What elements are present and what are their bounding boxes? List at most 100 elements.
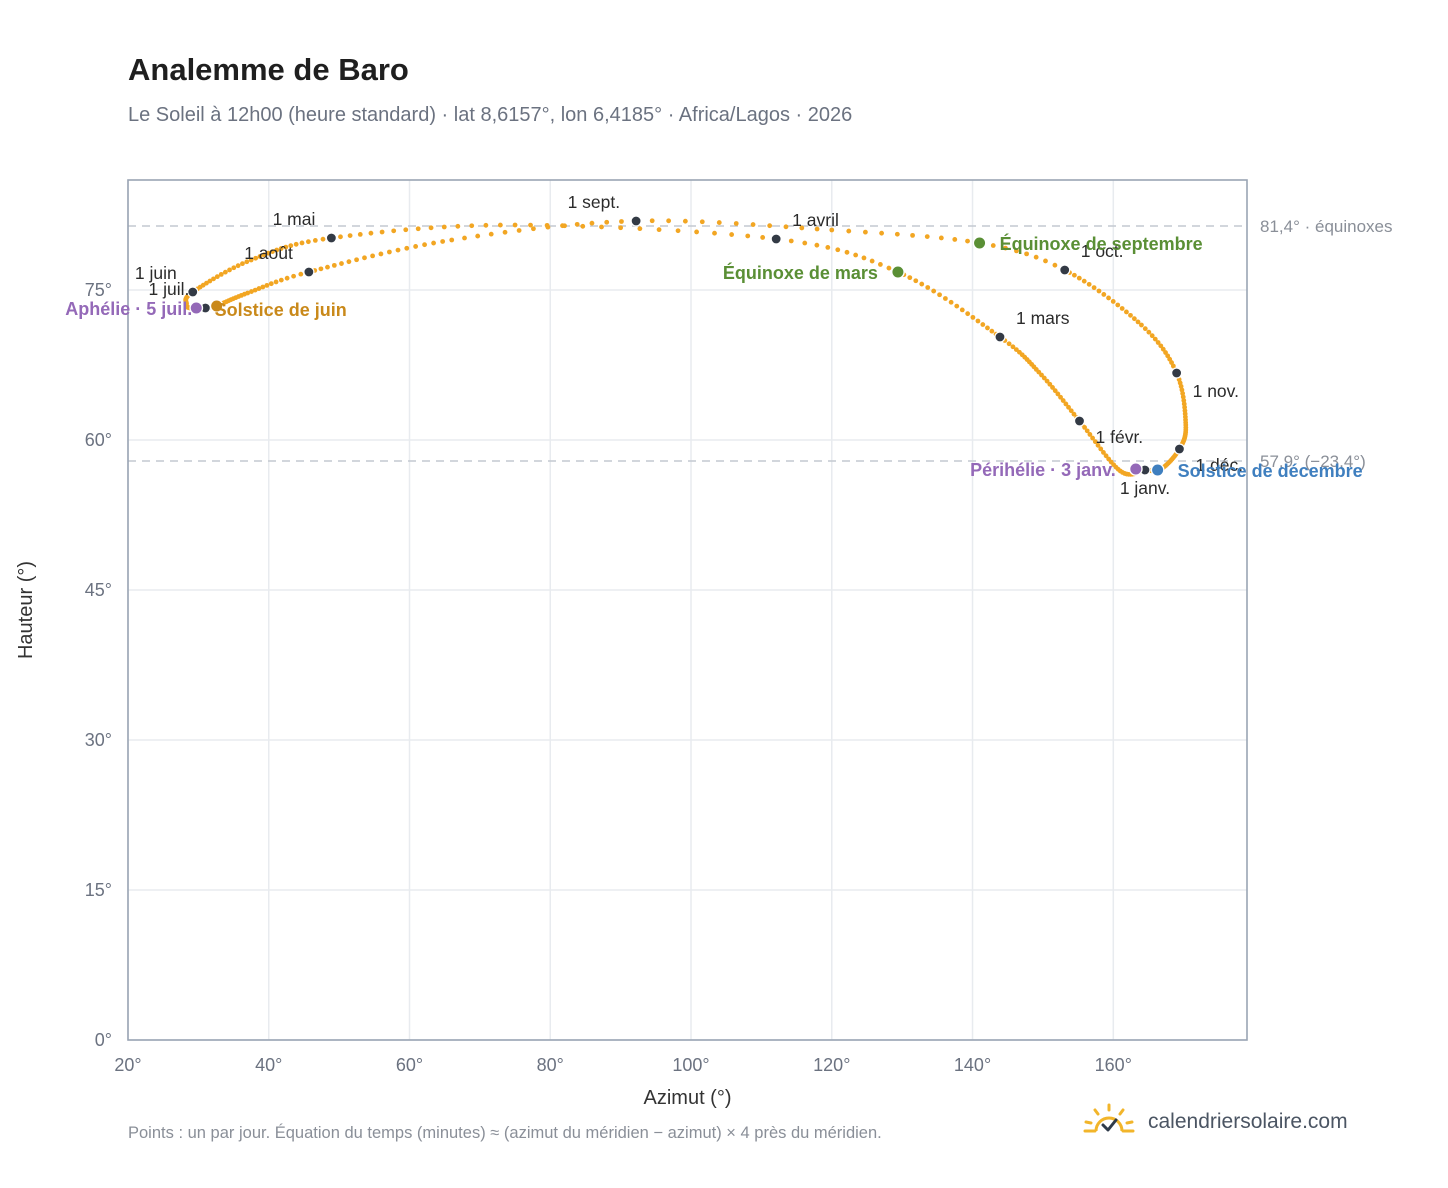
day-point — [745, 233, 751, 239]
day-point — [288, 243, 294, 249]
day-point — [1180, 391, 1186, 396]
day-point — [1101, 450, 1106, 455]
day-point — [1047, 381, 1053, 387]
y-tick-label: 45° — [85, 580, 112, 600]
month-label: 1 déc. — [1195, 455, 1243, 475]
day-point — [1098, 446, 1104, 452]
day-point — [270, 249, 275, 254]
day-point — [1071, 411, 1077, 417]
day-point — [619, 219, 624, 224]
event-label: Périhélie · 3 janv. — [970, 460, 1116, 480]
day-point — [357, 231, 363, 237]
day-point — [256, 286, 262, 291]
month-marker — [630, 215, 642, 227]
day-point — [370, 253, 376, 259]
day-point — [299, 240, 305, 246]
month-marker — [187, 286, 199, 298]
month-label: 1 sept. — [568, 192, 621, 212]
day-point — [354, 257, 359, 263]
month-marker — [1171, 367, 1183, 379]
day-point — [1082, 425, 1087, 430]
day-point — [211, 276, 216, 282]
day-point — [422, 242, 427, 248]
day-point — [1155, 340, 1161, 345]
y-tick-label: 60° — [85, 430, 112, 450]
event-marker — [972, 236, 987, 250]
day-point — [475, 233, 481, 239]
day-point — [512, 222, 518, 228]
day-point — [985, 325, 990, 331]
day-point — [1101, 292, 1107, 297]
day-point — [325, 264, 330, 270]
x-tick-label: 20° — [114, 1055, 141, 1075]
day-point — [346, 259, 352, 265]
day-point — [814, 242, 820, 248]
day-point — [312, 238, 318, 243]
day-point — [298, 271, 304, 277]
day-point — [1013, 347, 1019, 352]
x-tick-label: 120° — [813, 1055, 850, 1075]
chart-title: Analemme de Baro — [128, 52, 409, 87]
brand[interactable]: calendriersolaire.com — [1082, 1102, 1348, 1142]
day-point — [386, 249, 392, 255]
y-tick-label: 15° — [85, 880, 112, 900]
day-point — [931, 288, 937, 294]
day-point — [1010, 344, 1016, 350]
reference-line-label: 81,4° · équinoxes — [1260, 217, 1393, 236]
month-label: 1 mars — [1016, 308, 1070, 328]
event-marker — [189, 301, 204, 315]
day-point — [637, 226, 643, 232]
day-point — [347, 233, 353, 239]
day-point — [1052, 388, 1058, 394]
month-label: 1 oct. — [1081, 241, 1124, 261]
day-point — [1076, 275, 1082, 281]
day-point — [245, 290, 251, 296]
sun-check-icon — [1082, 1103, 1136, 1142]
day-point — [469, 223, 475, 229]
day-point — [391, 228, 397, 234]
day-point — [825, 245, 831, 250]
day-point — [283, 244, 289, 250]
day-point — [528, 222, 533, 228]
day-point — [1135, 319, 1141, 325]
event-label: Équinoxe de mars — [723, 262, 878, 283]
day-point — [278, 277, 284, 283]
day-point — [937, 292, 942, 298]
day-point — [1044, 378, 1050, 384]
day-point — [231, 265, 237, 271]
day-point — [1041, 375, 1047, 381]
day-point — [218, 271, 224, 277]
day-point — [954, 303, 960, 309]
day-point — [829, 227, 835, 233]
day-point — [799, 225, 805, 231]
day-point — [1091, 285, 1097, 291]
x-axis-label: Azimut (°) — [644, 1087, 732, 1109]
day-point — [1119, 306, 1125, 311]
day-point — [604, 219, 610, 225]
day-point — [249, 289, 254, 294]
day-point — [214, 274, 220, 280]
day-point — [431, 240, 436, 246]
day-point — [938, 235, 944, 241]
month-label: 1 janv. — [1120, 478, 1170, 498]
day-point — [618, 225, 624, 231]
day-point — [980, 322, 986, 327]
day-point — [733, 221, 739, 226]
day-point — [1095, 442, 1101, 448]
month-marker — [1059, 264, 1071, 276]
day-point — [919, 281, 925, 287]
day-point — [574, 221, 580, 227]
month-marker — [1173, 443, 1186, 455]
day-point — [278, 246, 284, 251]
day-point — [248, 257, 254, 263]
day-point — [802, 240, 808, 246]
day-point — [989, 328, 995, 334]
day-point — [1086, 281, 1092, 287]
day-point — [1084, 428, 1090, 434]
day-point — [1139, 322, 1144, 328]
month-label: 1 févr. — [1096, 427, 1144, 447]
month-label: 1 juil. — [149, 279, 190, 299]
day-point — [1043, 258, 1048, 264]
month-marker — [325, 232, 337, 244]
